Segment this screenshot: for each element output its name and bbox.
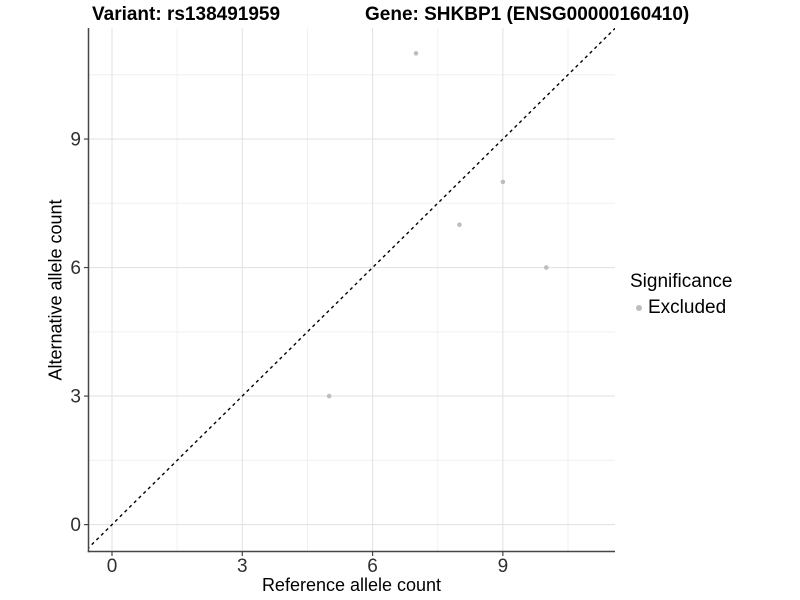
x-tick-label: 3 — [237, 556, 248, 577]
y-tick-label: 0 — [70, 515, 81, 536]
identity-line — [88, 28, 615, 549]
y-axis-title: Alternative allele count — [45, 199, 66, 381]
data-point — [544, 265, 549, 270]
excluded-point-icon — [636, 305, 642, 311]
x-tick-label: 0 — [107, 556, 118, 577]
data-point — [500, 179, 506, 185]
y-tick-label: 6 — [70, 258, 81, 279]
x-tick-label: 9 — [498, 556, 509, 577]
y-tick-label: 3 — [70, 387, 81, 408]
x-axis-title: Reference allele count — [261, 575, 442, 595]
legend-item-excluded: Excluded — [636, 297, 732, 319]
data-point — [326, 393, 332, 399]
legend-item-label: Excluded — [648, 297, 727, 318]
plot-title-variant: Variant: rs138491959 — [92, 4, 281, 25]
legend-title: Significance — [630, 271, 733, 292]
data-point — [457, 222, 462, 228]
data-point — [413, 51, 419, 56]
x-tick-label: 6 — [367, 556, 378, 577]
legend: Significance Excluded — [630, 271, 732, 319]
y-tick-label: 9 — [70, 130, 81, 151]
plot-title-gene: Gene: SHKBP1 (ENSG00000160410) — [365, 4, 690, 25]
